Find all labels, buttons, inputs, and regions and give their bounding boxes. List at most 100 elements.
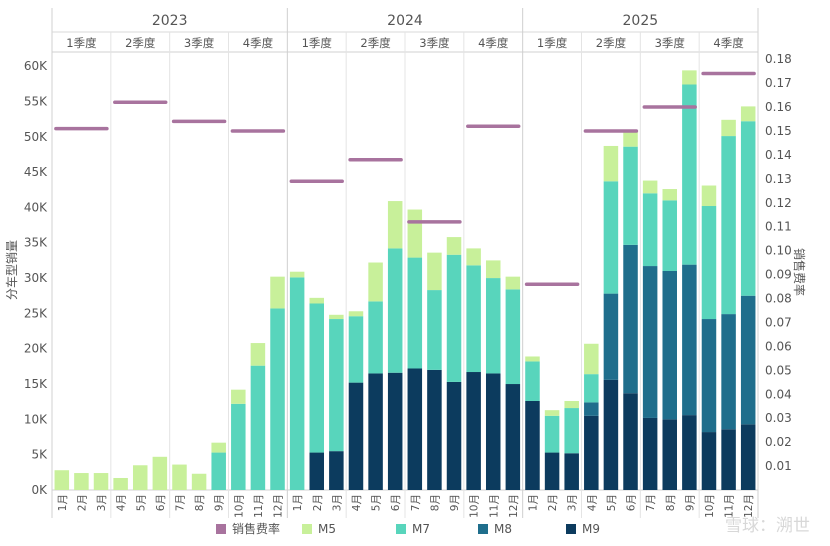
bar-m9: [427, 369, 442, 490]
bar-m7: [289, 277, 305, 490]
x-tick-label: 7月: [410, 494, 422, 511]
quarter-header: 2季度: [360, 36, 391, 50]
y2-tick-label: 0.13: [765, 172, 792, 186]
y-tick-label: 15K: [24, 377, 48, 391]
bar-m7: [348, 316, 364, 383]
bar-m5: [172, 464, 187, 490]
bar-m8: [740, 295, 756, 425]
year-header: 2025: [623, 13, 659, 29]
bar-m7: [564, 408, 579, 454]
bar-m5: [132, 465, 148, 490]
bar-m9: [642, 417, 658, 490]
x-tick-label: 10月: [469, 494, 481, 518]
y2-tick-label: 0.16: [765, 100, 792, 114]
bar-m5: [211, 442, 226, 453]
x-tick-label: 8月: [665, 494, 677, 511]
bar-m7: [466, 265, 481, 373]
bar-m5: [662, 189, 677, 201]
x-tick-label: 4月: [586, 494, 598, 511]
quarter-header: 2季度: [125, 36, 156, 50]
rate-layer: [54, 71, 756, 286]
bar-m7: [270, 308, 285, 490]
bar-m9: [505, 384, 521, 490]
bar-m9: [329, 451, 344, 490]
x-tick-label: 3月: [331, 494, 343, 511]
quarter-header: 3季度: [184, 36, 215, 50]
x-tick-label: 9月: [214, 494, 226, 511]
x-tick-label: 6月: [390, 494, 402, 511]
watermark: 雪球：溯世: [725, 516, 810, 536]
bar-m5: [74, 473, 89, 490]
bar-m9: [701, 432, 717, 490]
y2-axis-label: 销售费率: [792, 248, 807, 296]
axes-layer: 0K 5K 10K 15K 20K 25K 30K 35K 40K 45K 50K 55K 60K 0.0…: [24, 52, 792, 518]
bar-m5: [525, 356, 540, 362]
bar-m5: [466, 248, 481, 266]
bar-m9: [564, 453, 579, 490]
bar-m8: [642, 266, 658, 418]
x-tick-label: 7月: [175, 494, 187, 511]
bar-m5: [427, 252, 442, 291]
x-tick-label: 1月: [528, 494, 540, 511]
legend-swatch: [216, 524, 226, 534]
legend-swatch: [396, 524, 406, 534]
bar-m9: [525, 400, 540, 490]
bar-m7: [662, 200, 677, 271]
x-tick-label: 5月: [606, 494, 618, 511]
quarter-header: 3季度: [419, 36, 450, 50]
bar-m5: [93, 473, 109, 490]
bar-m5: [642, 180, 658, 194]
y2-tick-label: 0.06: [765, 339, 792, 353]
x-tick-label: 10月: [704, 494, 716, 518]
quarter-header: 1季度: [66, 36, 97, 50]
bar-m7: [525, 361, 540, 401]
bar-m7: [309, 303, 324, 453]
bar-m5: [387, 201, 403, 249]
bar-m9: [623, 393, 638, 490]
bar-m8: [584, 402, 599, 416]
bar-m7: [211, 452, 226, 490]
period-headers: 2023 1季度 2季度 3季度 4季度 2024 1季度 2季度 3季度 4季度 2025 1季度 2…: [66, 13, 744, 50]
bar-m5: [740, 106, 756, 122]
bar-m7: [368, 301, 383, 374]
x-tick-label: 4月: [351, 494, 363, 511]
bar-m7: [446, 254, 462, 382]
legend-label: M9: [582, 522, 600, 536]
bar-layer: [54, 70, 756, 490]
quarter-header: 4季度: [243, 36, 274, 50]
y2-tick-label: 0.14: [765, 148, 792, 162]
bar-m7: [584, 374, 599, 403]
x-tick-label: 12月: [273, 494, 285, 518]
x-tick-label: 3月: [96, 494, 108, 511]
bar-m7: [407, 257, 423, 369]
x-tick-label: 4月: [116, 494, 128, 511]
bar-m5: [250, 343, 266, 366]
bar-m7: [642, 193, 658, 267]
bar-m9: [407, 368, 423, 490]
y-tick-label: 45K: [24, 165, 48, 179]
x-tick-label: 5月: [135, 494, 147, 511]
x-tick-label: 6月: [155, 494, 167, 511]
x-tick-label: 9月: [684, 494, 696, 511]
y-tick-label: 25K: [24, 306, 48, 320]
y2-tick-label: 0.12: [765, 196, 792, 210]
x-tick-label: 3月: [567, 494, 579, 511]
bar-m5: [721, 119, 736, 137]
x-tick-label: 8月: [429, 494, 441, 511]
bar-m5: [682, 70, 697, 85]
y-tick-label: 60K: [24, 59, 48, 73]
quarter-header: 2季度: [596, 36, 627, 50]
bar-m7: [387, 248, 403, 373]
legend-label: M7: [412, 522, 430, 536]
y-tick-label: 10K: [24, 412, 48, 426]
bar-m5: [152, 456, 168, 490]
quarter-header: 4季度: [713, 36, 744, 50]
bar-m7: [250, 365, 266, 490]
bar-m5: [603, 145, 619, 182]
x-tick-label: 1月: [57, 494, 69, 511]
bar-m7: [682, 84, 697, 265]
bar-m5: [564, 400, 579, 409]
bar-m7: [603, 181, 619, 294]
x-tick-label: 6月: [626, 494, 638, 511]
y2-tick-label: 0.15: [765, 124, 792, 138]
